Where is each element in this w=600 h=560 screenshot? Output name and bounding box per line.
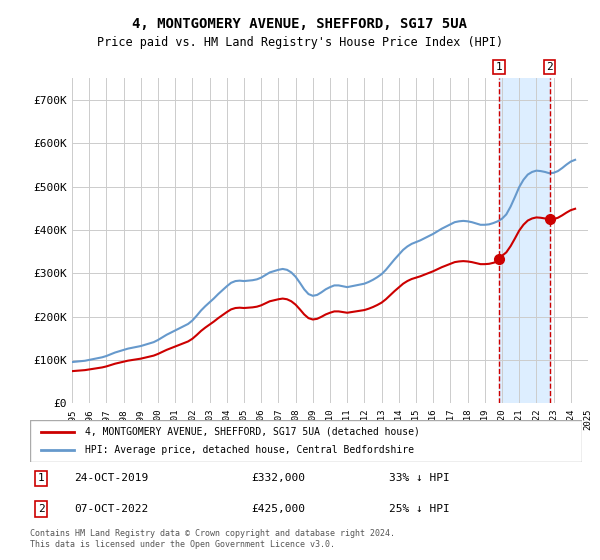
FancyBboxPatch shape xyxy=(30,420,582,462)
Text: 24-OCT-2019: 24-OCT-2019 xyxy=(74,473,148,483)
Text: 2: 2 xyxy=(38,504,44,514)
Text: Price paid vs. HM Land Registry's House Price Index (HPI): Price paid vs. HM Land Registry's House … xyxy=(97,36,503,49)
Text: 33% ↓ HPI: 33% ↓ HPI xyxy=(389,473,449,483)
Text: 1: 1 xyxy=(496,62,502,72)
Text: 07-OCT-2022: 07-OCT-2022 xyxy=(74,504,148,514)
Text: HPI: Average price, detached house, Central Bedfordshire: HPI: Average price, detached house, Cent… xyxy=(85,445,414,455)
Text: £425,000: £425,000 xyxy=(251,504,305,514)
Text: 1: 1 xyxy=(38,473,44,483)
Text: 4, MONTGOMERY AVENUE, SHEFFORD, SG17 5UA (detached house): 4, MONTGOMERY AVENUE, SHEFFORD, SG17 5UA… xyxy=(85,427,420,437)
Text: Contains HM Land Registry data © Crown copyright and database right 2024.
This d: Contains HM Land Registry data © Crown c… xyxy=(30,529,395,549)
Bar xyxy=(499,78,550,403)
Text: 25% ↓ HPI: 25% ↓ HPI xyxy=(389,504,449,514)
Text: 2: 2 xyxy=(546,62,553,72)
Text: £332,000: £332,000 xyxy=(251,473,305,483)
Text: 4, MONTGOMERY AVENUE, SHEFFORD, SG17 5UA: 4, MONTGOMERY AVENUE, SHEFFORD, SG17 5UA xyxy=(133,17,467,31)
